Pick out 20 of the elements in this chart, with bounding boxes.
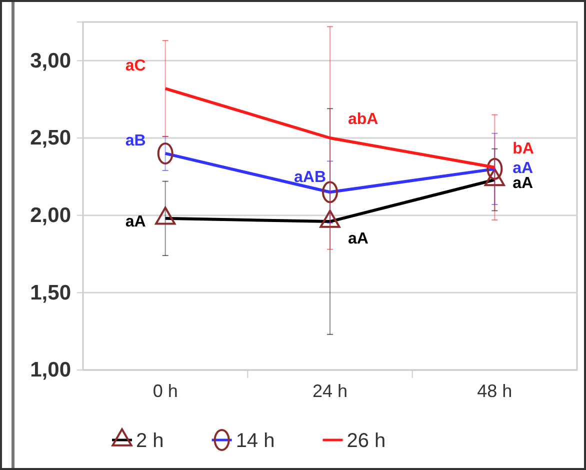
legend-label: 14 h <box>236 430 275 452</box>
annotation: aA <box>125 213 146 230</box>
annotation: aA <box>348 230 369 248</box>
annotation: aA <box>512 160 534 177</box>
annotation: aAB <box>294 169 326 186</box>
y-tick-label: 1,00 <box>30 358 71 382</box>
y-tick-label: 1,50 <box>30 281 71 304</box>
x-tick-label: 24 h <box>312 380 348 401</box>
legend-label: 2 h <box>136 430 164 452</box>
y-tick-label: 3,00 <box>30 49 71 72</box>
legend-label: 26 h <box>346 430 386 452</box>
annotation: aC <box>125 58 146 75</box>
annotation: aA <box>512 174 534 192</box>
y-tick-label: 2,50 <box>30 126 71 150</box>
annotation: abA <box>348 111 379 128</box>
x-tick-label: 0 h <box>152 380 178 401</box>
x-tick-label: 48 h <box>477 380 512 401</box>
y-tick-label: 2,00 <box>30 204 71 228</box>
annotation: bA <box>512 140 534 158</box>
annotation: aB <box>125 132 146 150</box>
